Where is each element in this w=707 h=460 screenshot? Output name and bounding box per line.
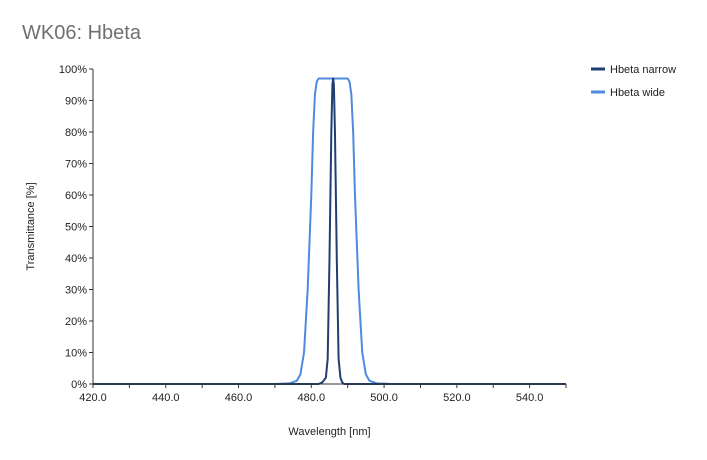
legend: Hbeta narrow Hbeta wide — [591, 64, 676, 99]
y-axis-ticks: 0% 10% 20% 30% 40% 50% 60% 70% 80% 90% 100% — [59, 64, 93, 391]
x-tick-label: 520.0 — [443, 392, 471, 404]
x-tick-label: 440.0 — [152, 392, 180, 404]
x-tick-label: 480.0 — [298, 392, 326, 404]
y-tick-label: 50% — [65, 222, 87, 234]
x-tick-label: 540.0 — [516, 392, 544, 404]
y-tick-label: 40% — [65, 253, 87, 265]
y-tick-label: 100% — [59, 64, 87, 76]
x-axis-ticks: 420.0 440.0 460.0 480.0 500.0 520.0 540.0 — [79, 384, 567, 404]
y-tick-label: 90% — [65, 96, 87, 108]
legend-label: Hbeta narrow — [610, 64, 676, 76]
x-tick-label: 420.0 — [79, 392, 107, 404]
y-tick-label: 20% — [65, 316, 87, 328]
series-line-hbeta-wide — [93, 77, 566, 385]
x-tick-label: 500.0 — [370, 392, 398, 404]
y-axis-title: Transmittance [%] — [25, 182, 37, 270]
y-tick-label: 80% — [65, 127, 87, 139]
y-tick-label: 70% — [65, 159, 87, 171]
series-lines — [93, 77, 566, 385]
series-line-hbeta-narrow — [93, 77, 566, 385]
y-tick-label: 60% — [65, 190, 87, 202]
chart-title: WK06: Hbeta — [22, 22, 141, 44]
y-tick-label: 30% — [65, 285, 87, 297]
x-tick-label: 460.0 — [225, 392, 253, 404]
x-axis-title: Wavelength [nm] — [288, 426, 370, 438]
y-tick-label: 0% — [71, 379, 87, 391]
legend-label: Hbeta wide — [610, 87, 665, 99]
y-tick-label: 10% — [65, 348, 87, 360]
